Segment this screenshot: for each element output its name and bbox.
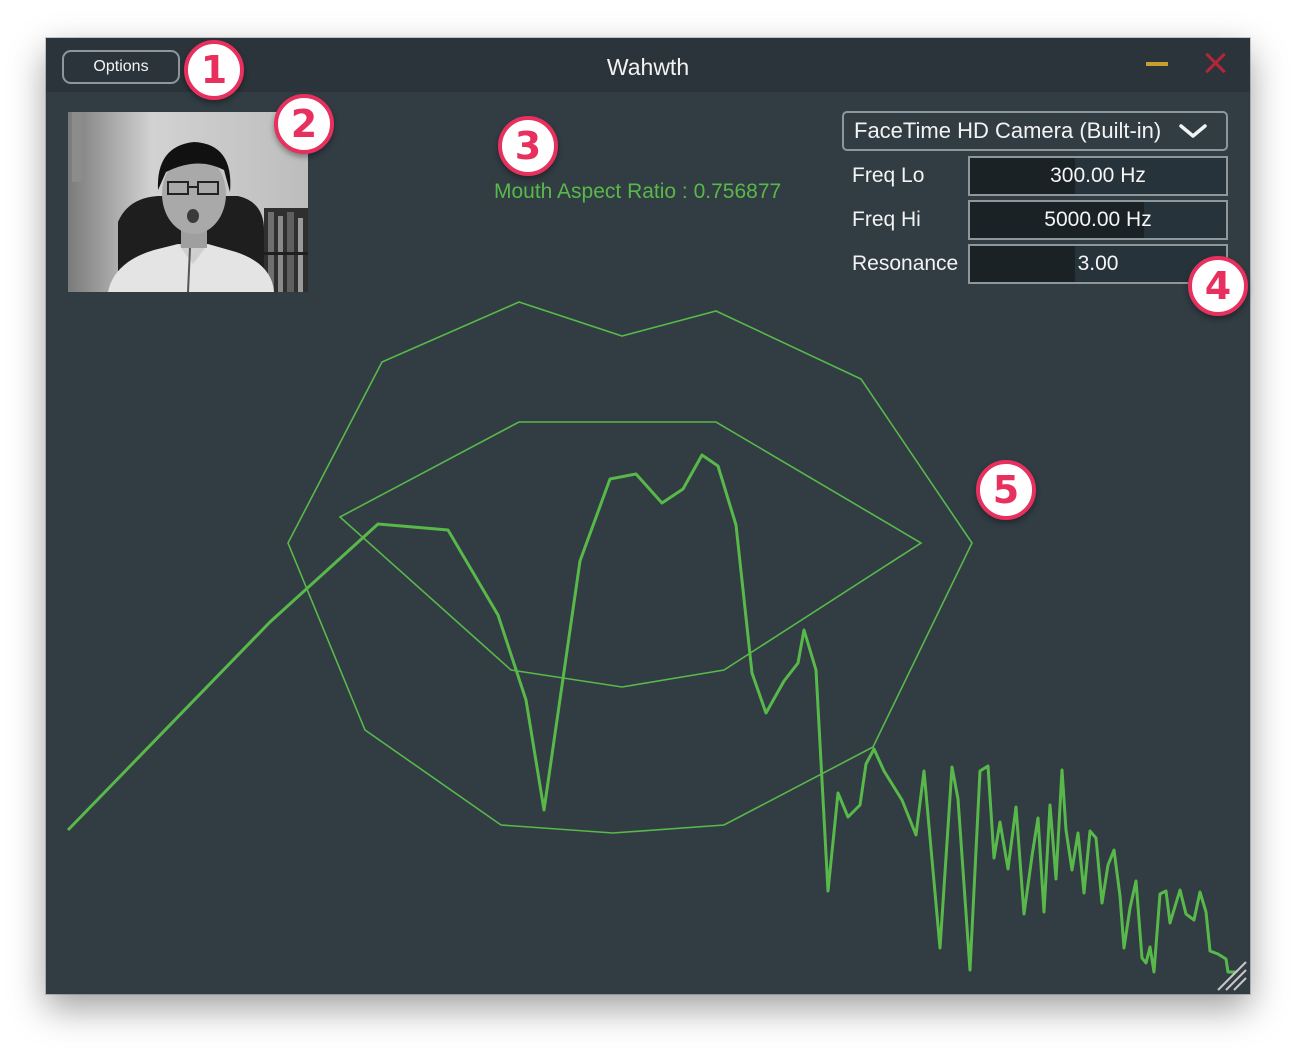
app-window: Wahwth Options xyxy=(46,38,1250,994)
freq-lo-slider-fill xyxy=(970,158,1075,194)
camera-select[interactable]: FaceTime HD Camera (Built-in) xyxy=(842,111,1228,151)
camera-preview xyxy=(68,112,308,292)
freq-hi-label: Freq Hi xyxy=(852,208,921,231)
freq-lo-value: 300.00 Hz xyxy=(1050,164,1146,187)
resonance-slider[interactable]: 3.00 xyxy=(968,244,1228,284)
outer-lip-outline xyxy=(287,301,973,834)
freq-hi-slider-fill xyxy=(970,202,1145,238)
freq-lo-slider[interactable]: 300.00 Hz xyxy=(968,156,1228,196)
freq-lo-label: Freq Lo xyxy=(852,164,925,187)
options-button[interactable]: Options xyxy=(62,50,180,84)
resonance-slider-fill xyxy=(970,246,1075,282)
resize-grip-icon[interactable] xyxy=(1212,956,1248,992)
freq-hi-slider[interactable]: 5000.00 Hz xyxy=(968,200,1228,240)
resonance-value: 3.00 xyxy=(1077,252,1119,275)
annotation-marker-5: 5 xyxy=(976,460,1036,520)
camera-select-value: FaceTime HD Camera (Built-in) xyxy=(854,118,1162,143)
frequency-spectrum-line xyxy=(66,453,1236,974)
mouth-aspect-ratio: Mouth Aspect Ratio : 0.756877 xyxy=(494,180,782,203)
freq-hi-value: 5000.00 Hz xyxy=(1044,208,1152,231)
inner-lip-outline xyxy=(338,421,923,688)
visualization-canvas xyxy=(66,301,1236,974)
title-bar: Wahwth Options xyxy=(46,38,1250,92)
annotation-marker-3: 3 xyxy=(498,116,558,176)
annotation-marker-1: 1 xyxy=(184,40,244,100)
chevron-down-icon xyxy=(1179,124,1207,138)
annotation-marker-2: 2 xyxy=(274,94,334,154)
camera-frame-image xyxy=(68,112,308,292)
minimize-icon[interactable] xyxy=(1146,62,1168,66)
window-title: Wahwth xyxy=(606,54,690,80)
resonance-label: Resonance xyxy=(852,252,959,275)
annotation-marker-4: 4 xyxy=(1188,256,1248,316)
